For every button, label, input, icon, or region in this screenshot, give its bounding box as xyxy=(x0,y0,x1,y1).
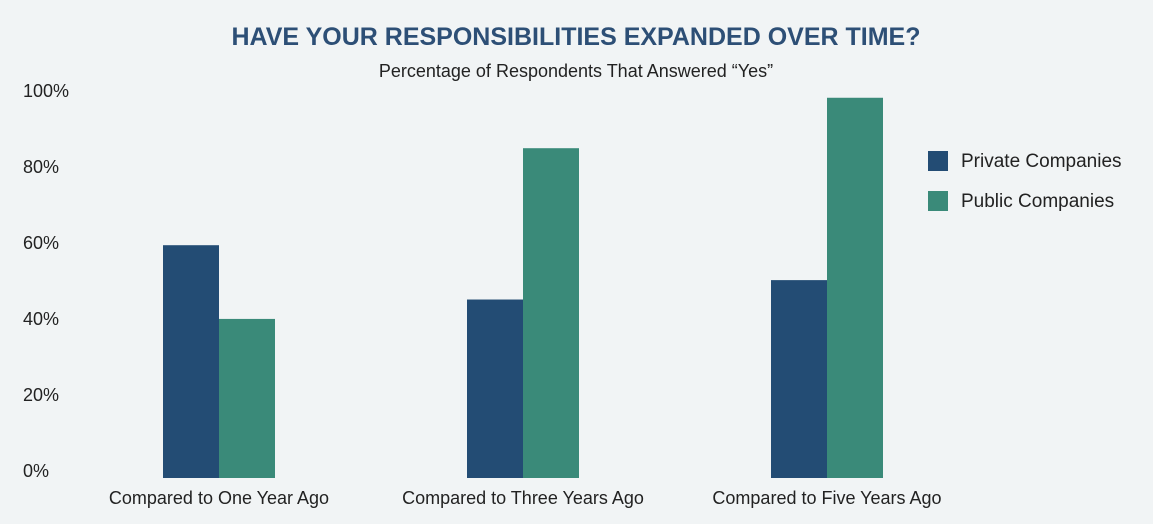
y-tick-label: 60% xyxy=(23,233,59,253)
y-tick-label: 100% xyxy=(23,81,69,101)
chart-subtitle: Percentage of Respondents That Answered … xyxy=(379,61,773,81)
bar-public xyxy=(523,148,579,478)
legend-label-public: Public Companies xyxy=(961,191,1114,212)
bar-private xyxy=(163,245,219,478)
y-tick-label: 40% xyxy=(23,309,59,329)
legend-swatch-private xyxy=(928,151,948,171)
y-tick-label: 20% xyxy=(23,385,59,405)
bar-public xyxy=(219,318,275,478)
x-category-label: Compared to One Year Ago xyxy=(109,488,329,508)
bars xyxy=(163,97,883,478)
bar-private xyxy=(467,299,523,478)
bar-public xyxy=(827,97,883,478)
x-category-label: Compared to Five Years Ago xyxy=(712,488,941,508)
bar-private xyxy=(771,280,827,478)
chart-title: HAVE YOUR RESPONSIBILITIES EXPANDED OVER… xyxy=(232,23,921,51)
x-category-label: Compared to Three Years Ago xyxy=(402,488,644,508)
y-axis: 0% 20% 40% 60% 80% 100% xyxy=(23,81,69,481)
x-axis: Compared to One Year Ago Compared to Thr… xyxy=(109,488,942,508)
y-tick-label: 80% xyxy=(23,157,59,177)
legend: Private Companies Public Companies xyxy=(928,151,1122,212)
y-tick-label: 0% xyxy=(23,461,49,481)
legend-label-private: Private Companies xyxy=(961,151,1122,172)
legend-swatch-public xyxy=(928,191,948,211)
